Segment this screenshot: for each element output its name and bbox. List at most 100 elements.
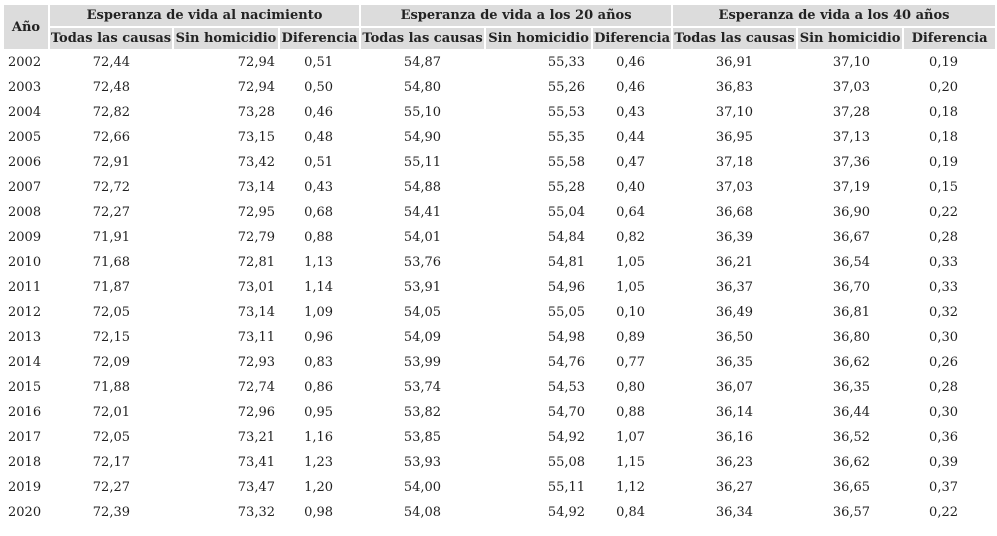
value-cell: 0,15	[929, 180, 958, 195]
value-cell: 1,12	[616, 480, 646, 495]
year-cell: 2003	[8, 80, 42, 95]
value-cell: 0,88	[304, 230, 334, 245]
value-cell: 54,92	[547, 505, 586, 520]
value-cell: 36,54	[832, 255, 871, 270]
value-cell: 54,98	[547, 330, 586, 345]
value-cell: 0,96	[304, 330, 334, 345]
value-cell: 72,05	[92, 305, 130, 320]
data-row: 2002 72,44 72,94 0,51 54,87 55,33 0,46 36,91 37,…	[4, 51, 995, 74]
value-cell: 55,53	[547, 105, 586, 120]
value-cell: 1,14	[304, 280, 334, 295]
value-cell: 0,83	[304, 355, 334, 370]
year-cell: 2007	[8, 180, 42, 195]
value-cell: 37,13	[832, 130, 871, 145]
value-cell: 72,91	[92, 155, 130, 170]
value-cell: 0,28	[929, 230, 958, 245]
value-cell: 54,08	[403, 505, 442, 520]
value-cell: 55,11	[547, 480, 586, 495]
data-row: 2008 72,27 72,95 0,68 54,41 55,04 0,64 36,68 36,…	[4, 201, 995, 224]
data-row: 2006 72,91 73,42 0,51 55,11 55,58 0,47 37,18 37,…	[4, 151, 995, 174]
value-cell: 0,43	[616, 105, 646, 120]
value-cell: 0,33	[929, 255, 958, 270]
value-cell: 55,28	[547, 180, 586, 195]
value-cell: 71,88	[92, 380, 130, 395]
page: Año Esperanza de vida al nacimiento Espera…	[0, 3, 997, 536]
value-cell: 54,53	[547, 380, 586, 395]
column-header: Todas las causas	[50, 28, 172, 49]
value-cell: 37,03	[715, 180, 754, 195]
value-cell: 36,37	[715, 280, 754, 295]
column-header: Sin homicidio	[798, 28, 903, 49]
year-cell: 2002	[8, 55, 42, 70]
value-cell: 36,35	[715, 355, 754, 370]
value-cell: 0,32	[929, 305, 958, 320]
value-cell: 36,14	[715, 405, 754, 420]
value-cell: 72,44	[92, 55, 130, 70]
data-row: 2012 72,05 73,14 1,09 54,05 55,05 0,10 36,49 36,…	[4, 301, 995, 324]
column-header: Todas las causas	[361, 28, 485, 49]
year-cell: 2011	[8, 280, 42, 295]
value-cell: 73,41	[237, 455, 275, 470]
value-cell: 0,46	[616, 55, 646, 70]
value-cell: 53,76	[403, 255, 442, 270]
value-cell: 0,18	[929, 105, 958, 120]
value-cell: 36,62	[832, 355, 871, 370]
data-row: 2020 72,39 73,32 0,98 54,08 54,92 0,84 36,34 36,…	[4, 501, 995, 524]
data-row: 2007 72,72 73,14 0,43 54,88 55,28 0,40 37,03 37,…	[4, 176, 995, 199]
value-cell: 36,57	[832, 505, 871, 520]
value-cell: 36,83	[715, 80, 754, 95]
value-cell: 0,51	[304, 155, 334, 170]
column-header: Sin homicidio	[174, 28, 278, 49]
value-cell: 36,95	[715, 130, 754, 145]
value-cell: 54,41	[403, 205, 442, 220]
value-cell: 0,46	[304, 105, 334, 120]
value-cell: 36,90	[832, 205, 871, 220]
value-cell: 36,91	[715, 55, 754, 70]
value-cell: 72,39	[92, 505, 130, 520]
data-row: 2005 72,66 73,15 0,48 54,90 55,35 0,44 36,95 37,…	[4, 126, 995, 149]
value-cell: 0,64	[616, 205, 646, 220]
value-cell: 72,72	[92, 180, 130, 195]
column-header: Todas las causas	[673, 28, 797, 49]
data-row: 2013 72,15 73,11 0,96 54,09 54,98 0,89 36,50 36,…	[4, 326, 995, 349]
data-row: 2019 72,27 73,47 1,20 54,00 55,11 1,12 36,27 36,…	[4, 476, 995, 499]
value-cell: 54,84	[547, 230, 586, 245]
value-cell: 0,22	[929, 505, 958, 520]
group-header: Esperanza de vida al nacimiento	[50, 5, 360, 26]
value-cell: 0,68	[304, 205, 334, 220]
data-row: 2010 71,68 72,81 1,13 53,76 54,81 1,05 36,21 36,…	[4, 251, 995, 274]
value-cell: 0,37	[929, 480, 958, 495]
value-cell: 0,30	[929, 330, 958, 345]
value-cell: 36,23	[715, 455, 754, 470]
value-cell: 1,15	[616, 455, 646, 470]
value-cell: 73,32	[237, 505, 275, 520]
value-cell: 1,23	[304, 455, 334, 470]
corner-header: Año	[4, 5, 48, 49]
year-cell: 2017	[8, 430, 42, 445]
value-cell: 55,58	[547, 155, 586, 170]
value-cell: 72,05	[92, 430, 130, 445]
value-cell: 0,51	[304, 55, 334, 70]
value-cell: 73,15	[237, 130, 275, 145]
value-cell: 36,68	[715, 205, 754, 220]
value-cell: 72,66	[92, 130, 130, 145]
value-cell: 54,90	[403, 130, 442, 145]
year-cell: 2012	[8, 305, 42, 320]
value-cell: 37,36	[832, 155, 871, 170]
value-cell: 0,39	[929, 455, 958, 470]
value-cell: 73,01	[237, 280, 275, 295]
value-cell: 36,16	[715, 430, 754, 445]
value-cell: 54,96	[547, 280, 586, 295]
value-cell: 0,19	[929, 155, 958, 170]
value-cell: 72,96	[237, 405, 275, 420]
value-cell: 37,18	[715, 155, 754, 170]
value-cell: 37,28	[832, 105, 871, 120]
value-cell: 73,42	[237, 155, 275, 170]
value-cell: 1,05	[616, 280, 646, 295]
value-cell: 36,07	[715, 380, 754, 395]
value-cell: 36,62	[832, 455, 871, 470]
value-cell: 73,28	[237, 105, 275, 120]
value-cell: 0,80	[616, 380, 646, 395]
year-cell: 2014	[8, 355, 42, 370]
value-cell: 55,05	[547, 305, 586, 320]
